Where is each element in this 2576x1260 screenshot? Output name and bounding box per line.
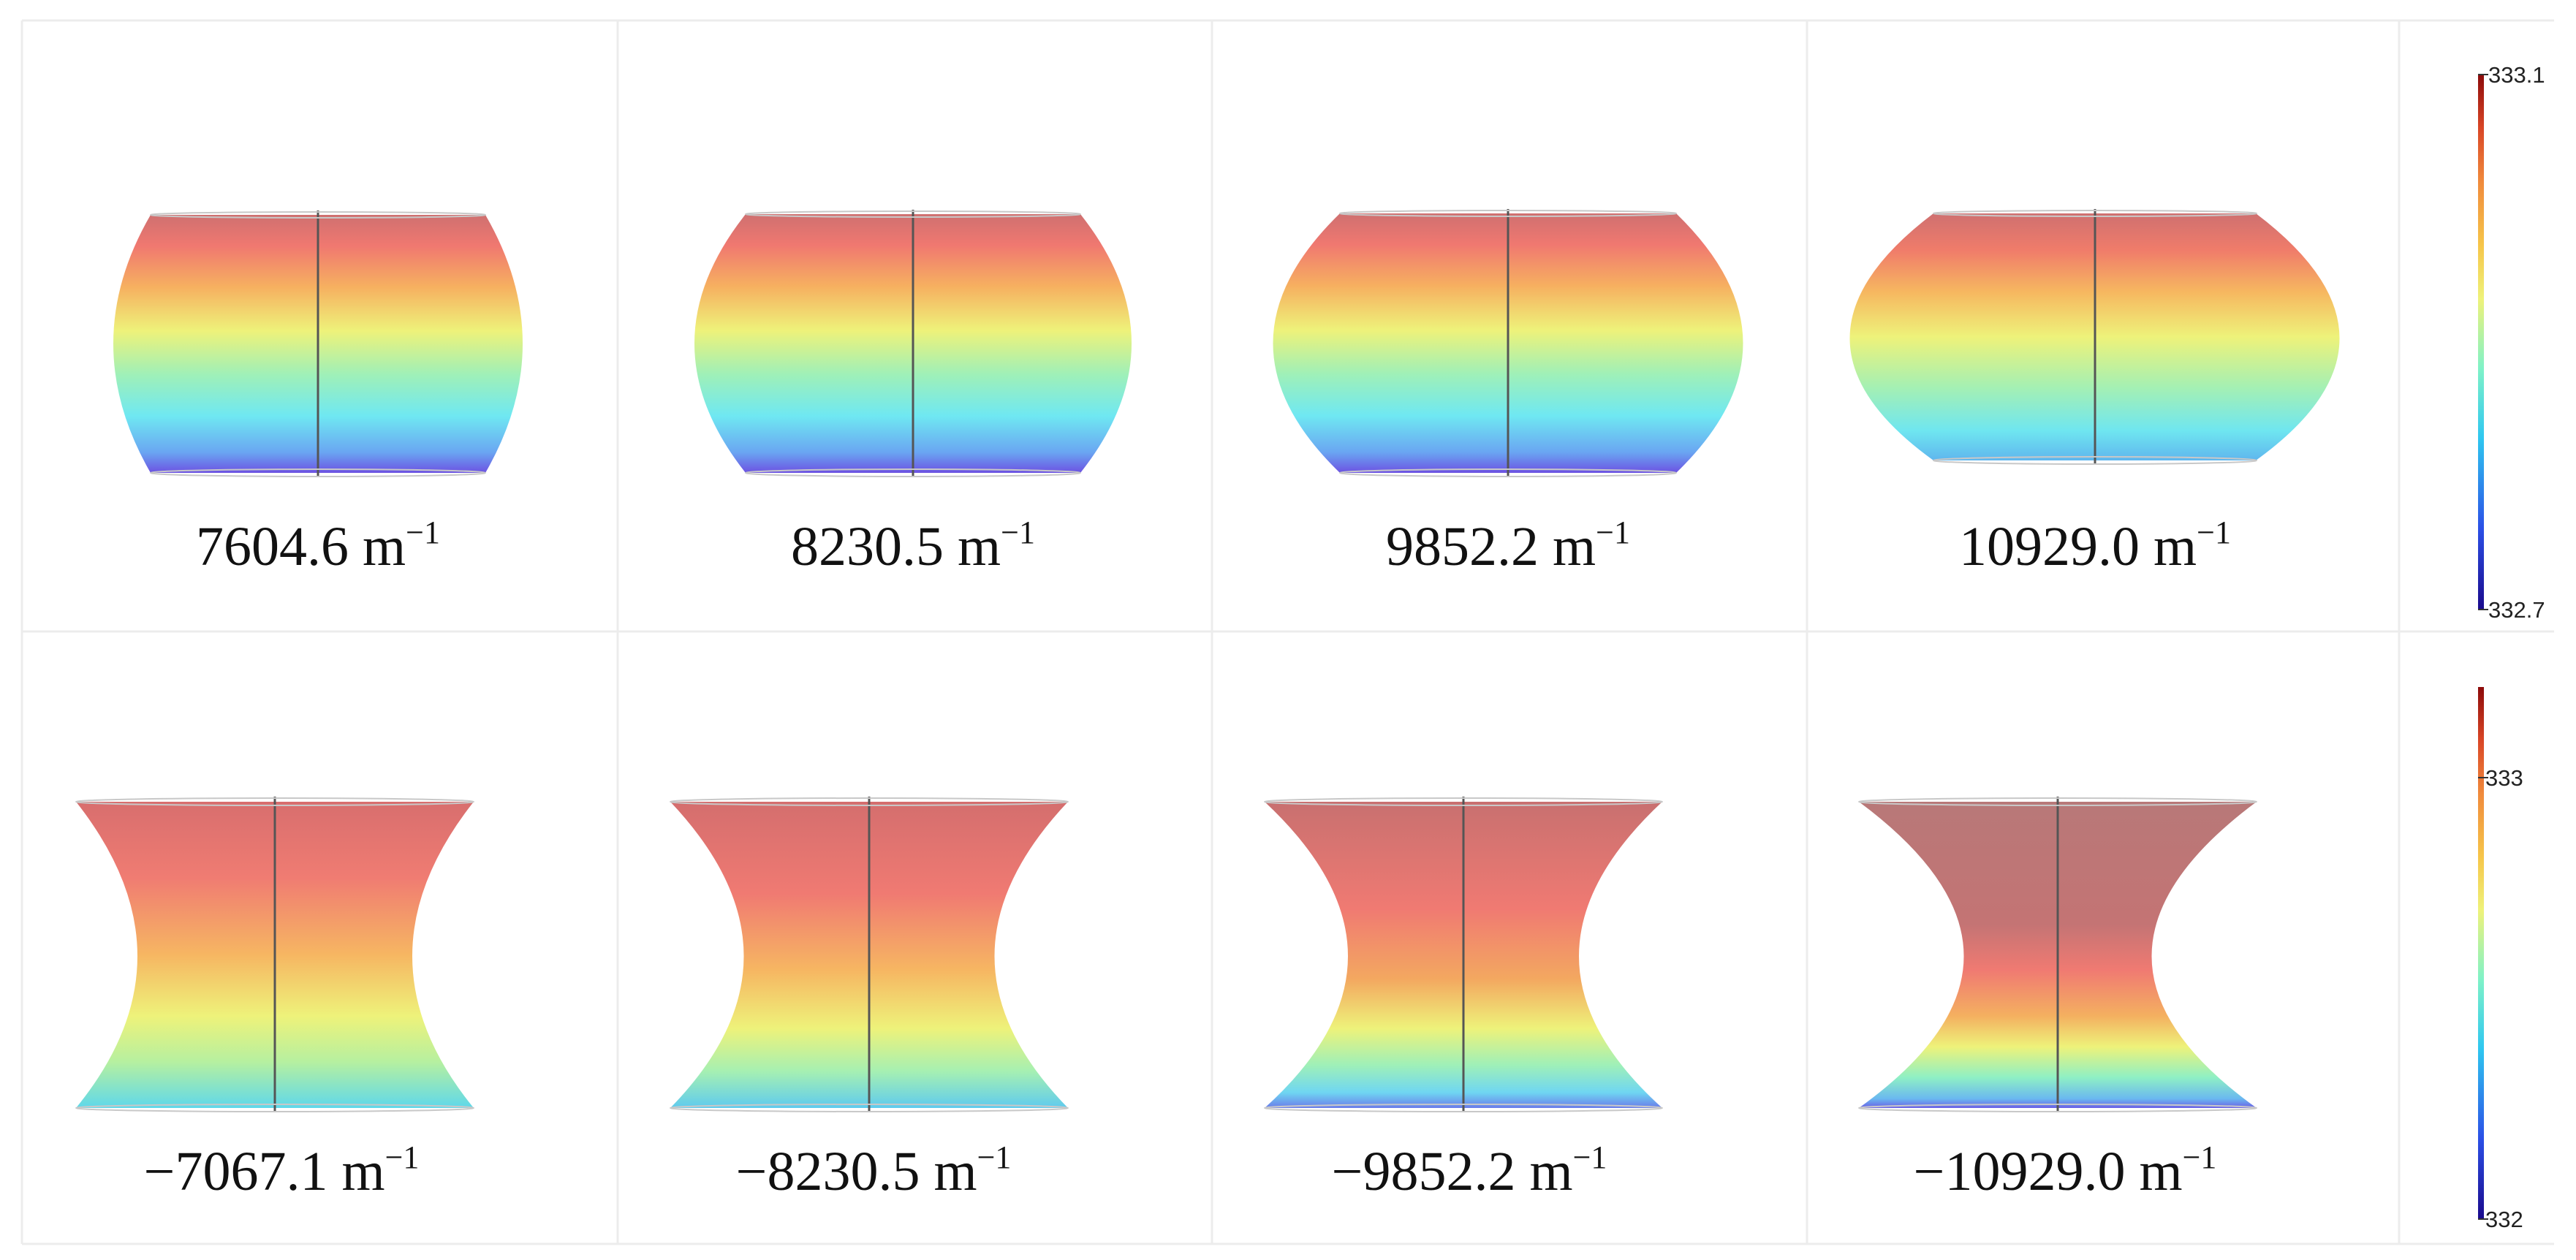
- colorbar-tick-label: 333: [2485, 765, 2523, 791]
- panel-top-2: 8230.5 m−1: [694, 210, 1132, 577]
- curvature-label: 9852.2 m−1: [1386, 515, 1630, 577]
- panel-bottom-2: −8230.5 m−1: [670, 797, 1069, 1202]
- curvature-label: 7604.6 m−1: [196, 515, 440, 577]
- panel-top-1: 7604.6 m−1: [113, 210, 523, 577]
- curvature-label: −8230.5 m−1: [736, 1139, 1012, 1202]
- panel-top-3: 9852.2 m−1: [1273, 209, 1743, 577]
- colorbar-max-label: 333.1: [2488, 62, 2545, 88]
- colorbar-min-label: 332.7: [2488, 597, 2545, 623]
- colorbar-scale: [2478, 687, 2484, 1219]
- colorbar-bottom: 333 332: [2478, 687, 2523, 1232]
- top-row: 7604.6 m−1 8230.5 m−1 9852.2 m−1 10929.0…: [113, 62, 2545, 623]
- colorbar-min-label: 332: [2485, 1207, 2523, 1232]
- bottom-row: −7067.1 m−1 −8230.5 m−1 −9852.2 m−1 −109…: [75, 687, 2523, 1232]
- panel-top-4: 10929.0 m−1: [1849, 209, 2340, 577]
- panel-bottom-4: −10929.0 m−1: [1858, 797, 2257, 1202]
- panel-bottom-1: −7067.1 m−1: [75, 797, 474, 1202]
- curvature-label: −9852.2 m−1: [1332, 1139, 1607, 1202]
- colorbar-top: 333.1 332.7: [2478, 62, 2545, 623]
- panel-grid: [20, 19, 2554, 1245]
- panel-bottom-3: −9852.2 m−1: [1264, 797, 1663, 1202]
- curvature-label: 8230.5 m−1: [791, 515, 1035, 577]
- curvature-label: −7067.1 m−1: [144, 1139, 420, 1202]
- curvature-label: 10929.0 m−1: [1959, 515, 2231, 577]
- curvature-label: −10929.0 m−1: [1914, 1139, 2217, 1202]
- colorbar-scale: [2478, 75, 2484, 610]
